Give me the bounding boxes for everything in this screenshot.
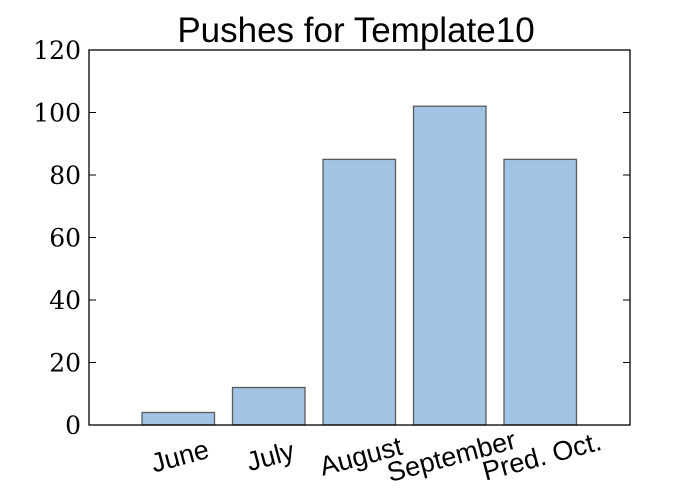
y-tick-label: 80 — [49, 161, 81, 190]
x-tick-label: June — [148, 434, 212, 478]
bars-layer — [141, 105, 578, 426]
y-tick-label: 120 — [33, 36, 81, 65]
y-tick-label: 100 — [33, 99, 81, 128]
bar-august — [322, 158, 397, 426]
y-tick-label: 60 — [49, 224, 81, 253]
bar-june — [141, 411, 216, 426]
bar-july — [231, 386, 306, 426]
plot-frame — [88, 49, 631, 426]
bar-pred-oct — [503, 158, 578, 426]
x-tick-label: July — [243, 435, 298, 477]
y-tick-label: 20 — [49, 349, 81, 378]
y-tick-label: 0 — [65, 411, 81, 440]
chart-title: Pushes for Template10 — [177, 11, 534, 50]
bar-september — [412, 105, 487, 426]
y-axis-ticks: 0 20 40 60 80 100 120 — [33, 36, 630, 440]
y-tick-label: 40 — [49, 286, 81, 315]
